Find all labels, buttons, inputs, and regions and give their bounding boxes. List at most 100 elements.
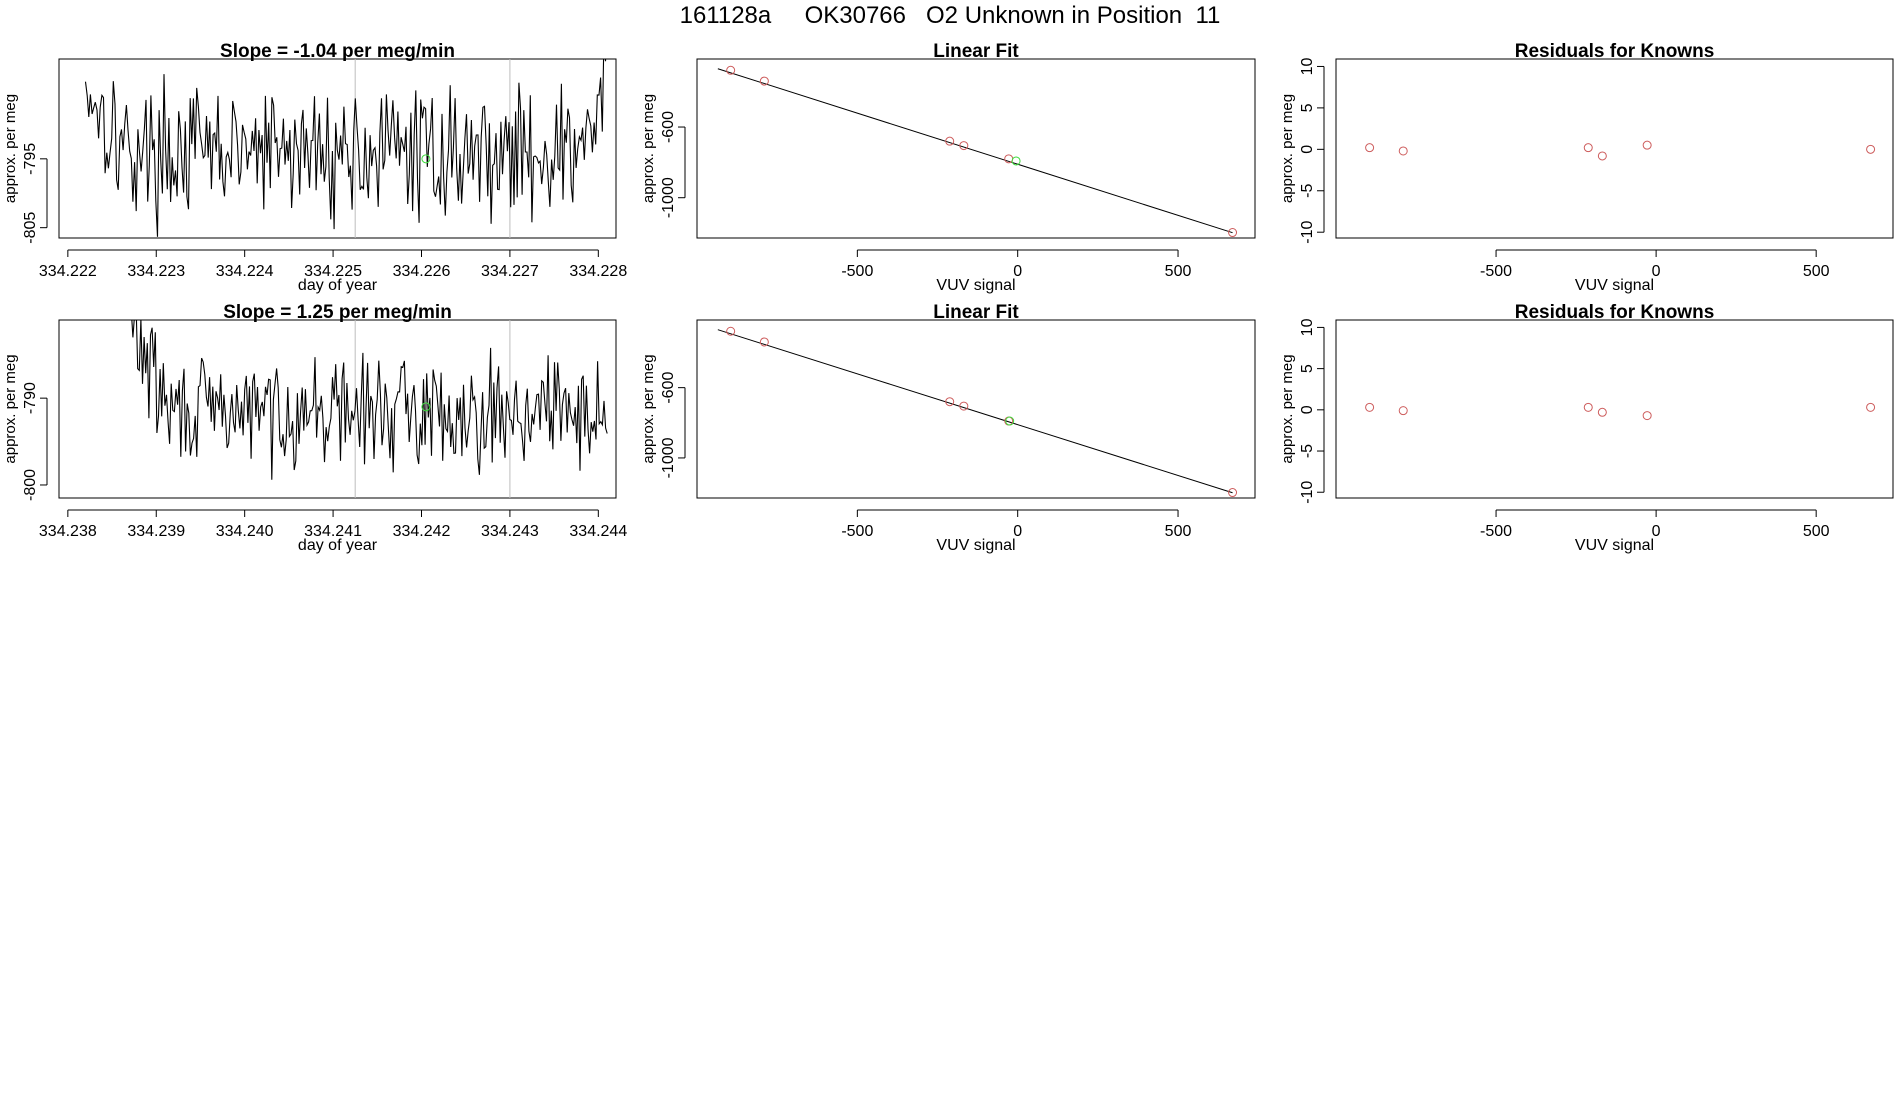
fit-line: [717, 68, 1233, 234]
y-axis-label: approx. per meg: [640, 354, 657, 463]
plot-area: [717, 326, 1238, 498]
plot-area: [131, 320, 608, 498]
known-point: [959, 141, 969, 151]
y-tick-label: -1000: [660, 437, 677, 478]
x-tick-label: 0: [1013, 523, 1022, 540]
page-title: 161128a OK30766 O2 Unknown in Position 1…: [679, 2, 1221, 29]
x-axis-label: VUV signal: [936, 537, 1015, 554]
x-tick-label: 334.244: [569, 523, 627, 540]
known-point: [1642, 411, 1652, 421]
known-point: [959, 401, 969, 411]
x-tick-label: 0: [1013, 263, 1022, 280]
x-tick-label: 0: [1652, 263, 1661, 280]
y-axis-label: approx. per meg: [2, 94, 19, 203]
known-point: [1398, 146, 1408, 156]
known-point: [1583, 402, 1593, 412]
plot-frame: [1335, 58, 1894, 239]
y-axis-label: approx. per meg: [1279, 94, 1296, 203]
x-tick-label: 334.243: [481, 523, 539, 540]
plot-area: [84, 59, 607, 238]
x-tick-label: 334.226: [393, 263, 451, 280]
x-axis-label: VUV signal: [1575, 537, 1654, 554]
chart-title: Slope = 1.25 per meg/min: [223, 302, 452, 323]
known-point: [1398, 406, 1408, 416]
known-point: [1642, 140, 1652, 150]
x-tick-label: 500: [1803, 263, 1830, 280]
x-axis-label: day of year: [298, 537, 378, 554]
plot-frame: [1335, 319, 1894, 499]
x-tick-label: 334.238: [39, 523, 97, 540]
plot-area: [1365, 140, 1876, 161]
known-point: [759, 337, 769, 347]
y-tick-label: -805: [22, 212, 39, 244]
panel-ts2: Slope = 1.25 per meg/min 334.238 334.239 33…: [2, 302, 627, 554]
y-axis-label: approx. per meg: [2, 354, 19, 463]
known-point: [945, 136, 955, 146]
known-point: [726, 65, 736, 75]
chart-title: Residuals for Knowns: [1515, 302, 1715, 323]
x-tick-label: -500: [841, 523, 873, 540]
plot-area: [717, 65, 1238, 238]
x-tick-label: 334.239: [127, 523, 185, 540]
y-tick-label: -1000: [660, 177, 677, 218]
y-tick-label: -600: [660, 372, 677, 404]
known-point: [1365, 402, 1375, 412]
data-line: [131, 320, 608, 480]
unknown-point: [421, 154, 431, 164]
plot-frame: [696, 58, 1256, 239]
plot-frame: [58, 58, 617, 239]
y-tick-label: -800: [22, 469, 39, 501]
y-tick-label: -5: [1299, 444, 1316, 458]
y-tick-label: -790: [22, 382, 39, 414]
x-axis-label: day of year: [298, 277, 378, 294]
known-point: [726, 326, 736, 336]
plot-frame: [696, 319, 1256, 499]
known-point: [1583, 143, 1593, 153]
x-tick-label: 334.241: [304, 523, 362, 540]
unknown-point: [1005, 416, 1015, 426]
y-tick-label: 5: [1299, 103, 1316, 112]
x-tick-label: 334.223: [127, 263, 185, 280]
known-point: [1228, 488, 1238, 498]
known-point: [1866, 402, 1876, 412]
y-axis-label: approx. per meg: [640, 94, 657, 203]
y-tick-label: 5: [1299, 364, 1316, 373]
x-tick-label: -500: [1480, 263, 1512, 280]
x-tick-label: -500: [841, 263, 873, 280]
x-axis-label: VUV signal: [1575, 277, 1654, 294]
known-point: [1228, 228, 1238, 238]
y-tick-label: -10: [1299, 221, 1316, 244]
unknown-point: [421, 402, 431, 412]
panel-fit1: Linear Fit -500 0 500 VUV signal -1000 -600app…: [640, 41, 1256, 294]
x-tick-label: 334.225: [304, 263, 362, 280]
known-point: [1365, 143, 1375, 153]
data-line: [84, 59, 607, 237]
y-tick-label: -10: [1299, 481, 1316, 504]
panel-res1: Residuals for Knowns -500 0 500 VUV signal -1…: [1279, 41, 1894, 294]
y-tick-label: 10: [1299, 57, 1316, 75]
x-tick-label: 0: [1652, 523, 1661, 540]
x-tick-label: 500: [1803, 523, 1830, 540]
known-point: [759, 76, 769, 86]
x-tick-label: -500: [1480, 523, 1512, 540]
chart-title: Residuals for Knowns: [1515, 41, 1715, 62]
y-tick-label: 10: [1299, 318, 1316, 336]
x-tick-label: 334.240: [216, 523, 274, 540]
x-tick-label: 334.242: [393, 523, 451, 540]
y-tick-label: 0: [1299, 405, 1316, 414]
x-axis-label: VUV signal: [936, 277, 1015, 294]
panel-ts1: Slope = -1.04 per meg/min 334.222 334.223 3…: [2, 41, 627, 294]
x-tick-label: 334.224: [216, 263, 274, 280]
panel-fit2: Linear Fit -500 0 500 VUV signal -1000 -600app…: [640, 302, 1256, 554]
y-tick-label: -5: [1299, 184, 1316, 198]
x-tick-label: 500: [1165, 523, 1192, 540]
known-point: [1866, 144, 1876, 154]
x-tick-label: 334.228: [569, 263, 627, 280]
x-tick-label: 500: [1165, 263, 1192, 280]
known-point: [1597, 151, 1607, 161]
unknown-point: [1011, 156, 1021, 166]
y-tick-label: -795: [22, 143, 39, 175]
y-tick-label: 0: [1299, 145, 1316, 154]
panel-res2: Residuals for Knowns -500 0 500 VUV signal -1…: [1279, 302, 1894, 554]
